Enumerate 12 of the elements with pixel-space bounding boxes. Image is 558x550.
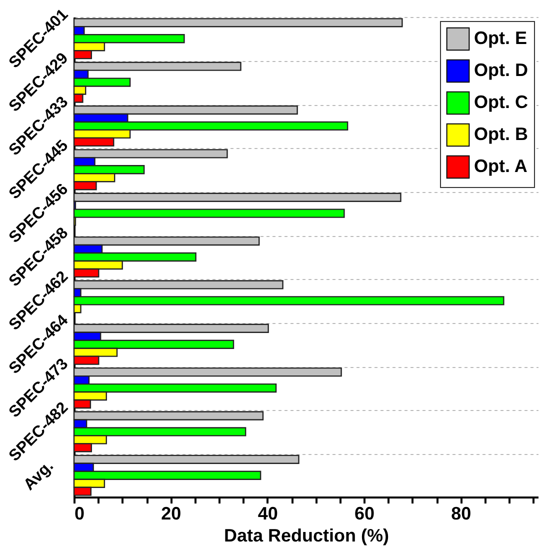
x-tick-label: 40 [258, 504, 278, 524]
legend-label: Opt. C [474, 92, 528, 112]
legend-label: Opt. A [474, 156, 528, 176]
x-tick-label: 60 [354, 504, 375, 524]
y-tick-label: Avg. [20, 458, 57, 494]
legend-label: Opt. E [474, 28, 527, 48]
x-axis-title: Data Reduction (%) [224, 526, 390, 546]
legend-label: Opt. D [474, 60, 528, 80]
x-tick-label: 0 [74, 504, 85, 524]
legend-label: Opt. B [474, 124, 528, 144]
x-tick-label: 80 [451, 504, 472, 524]
x-tick-label: 20 [161, 504, 182, 524]
